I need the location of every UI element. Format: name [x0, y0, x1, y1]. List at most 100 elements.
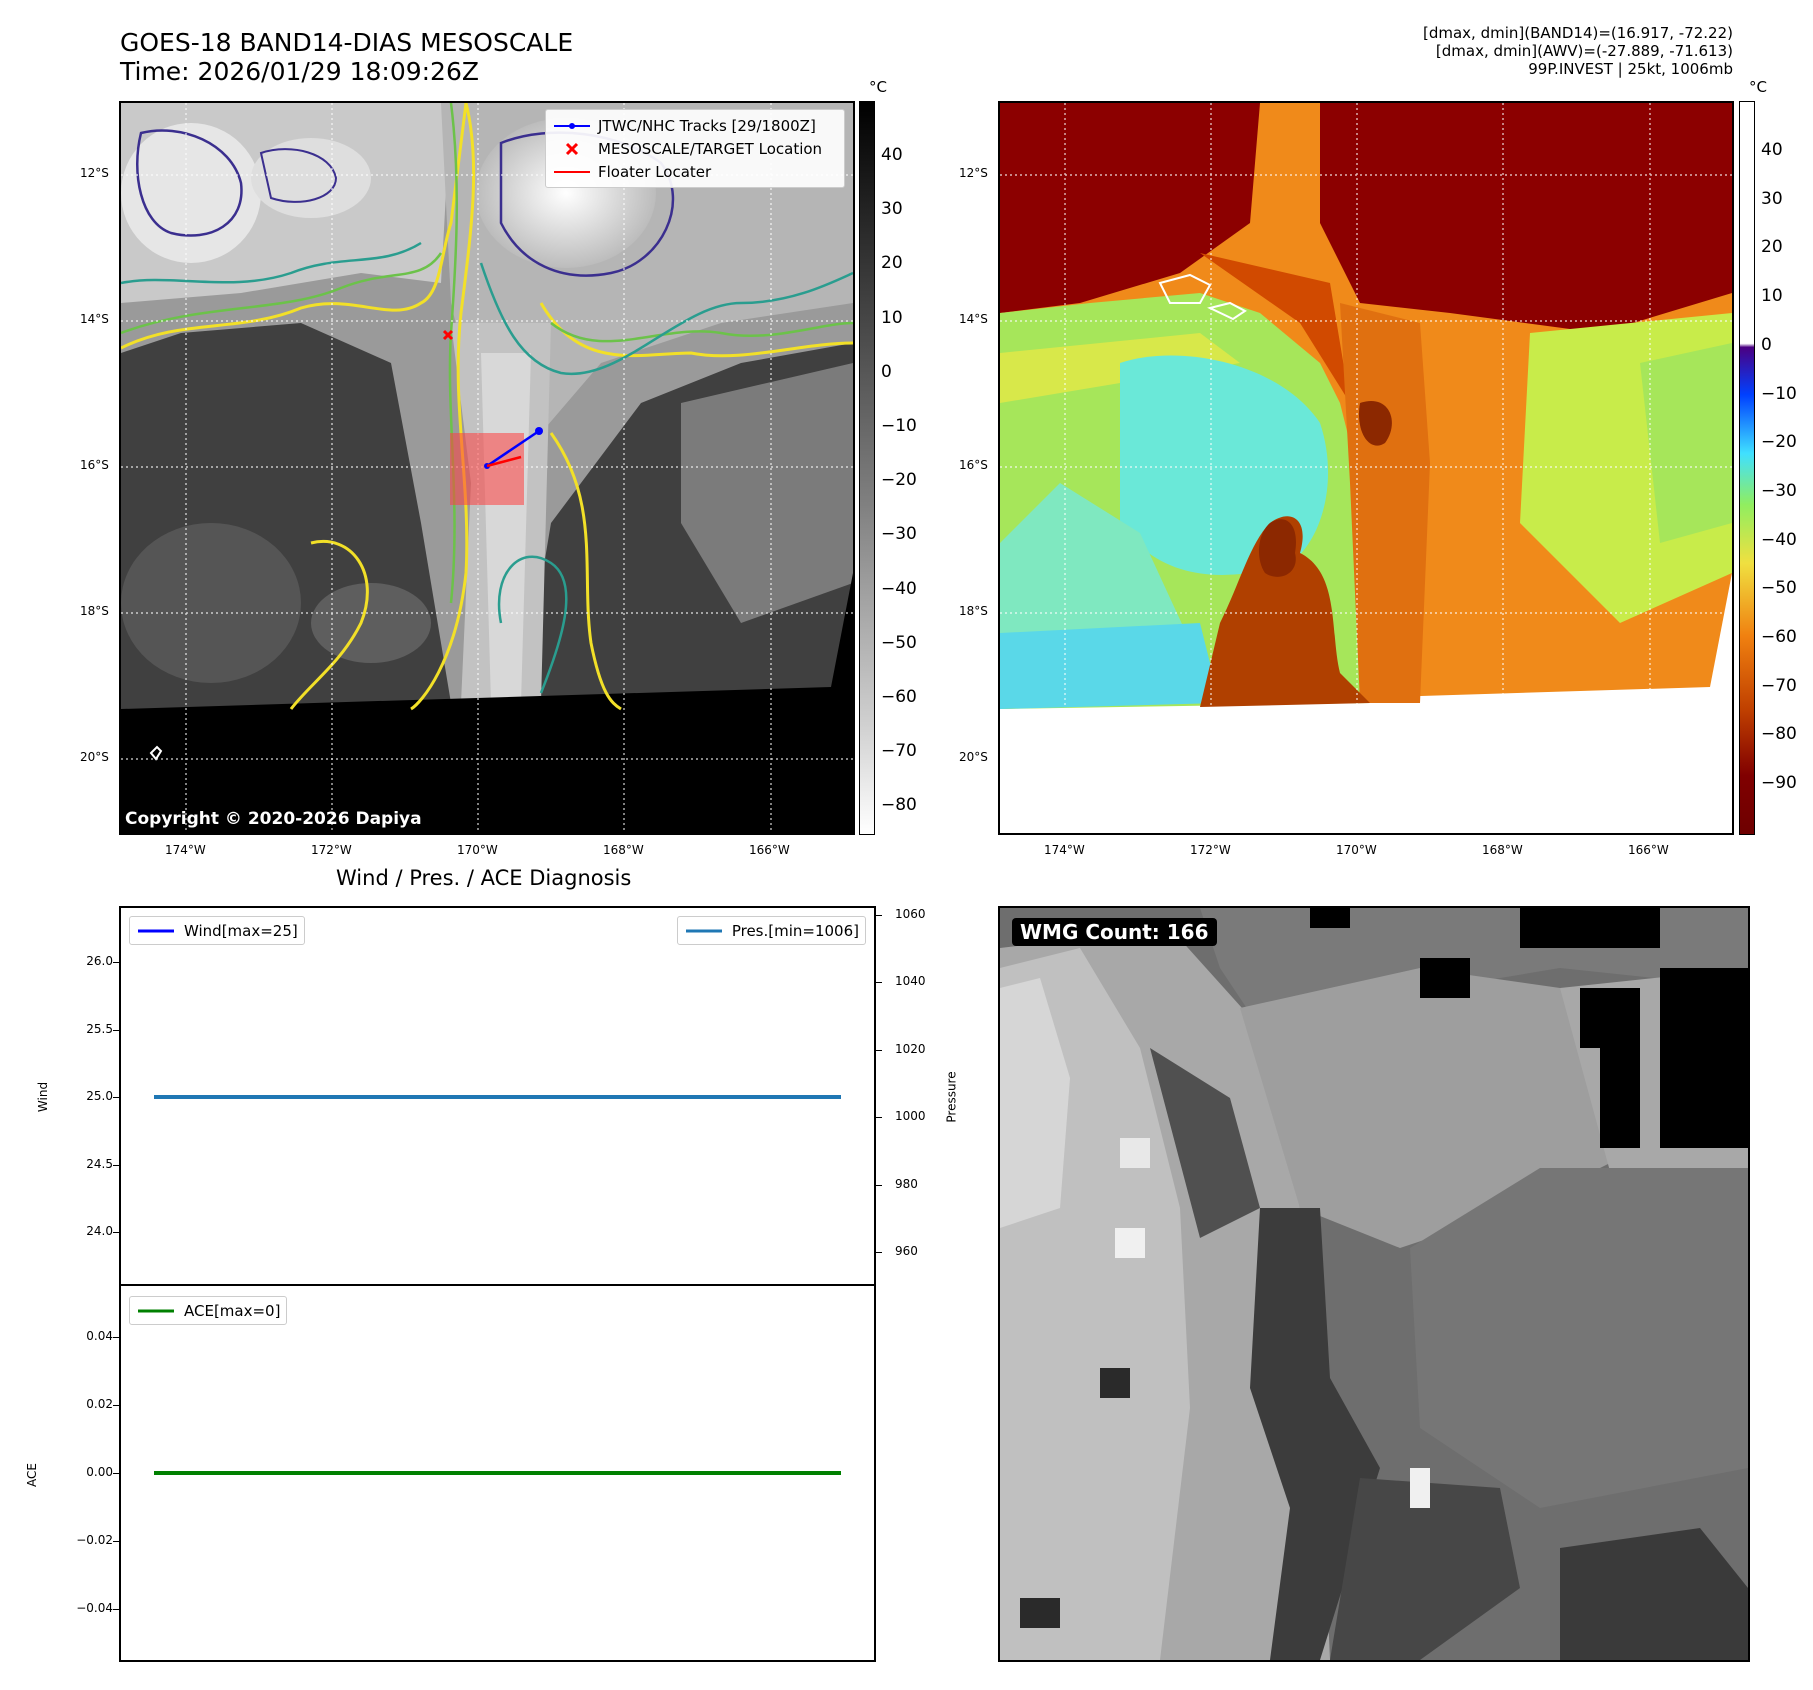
- colorbar-tick-label: −70: [881, 741, 917, 762]
- title-line-2: Time: 2026/01/29 18:09:26Z: [120, 57, 479, 86]
- legend-item-floater: Floater Locater: [552, 160, 838, 183]
- ace-legend-label: ACE[max=0]: [184, 1301, 281, 1320]
- colorbar-tick-label: −40: [881, 578, 917, 599]
- axis-tick-label: 0.00: [86, 1465, 113, 1479]
- title-line-1: GOES-18 BAND14-DIAS MESOSCALE: [120, 28, 574, 57]
- copyright-text: Copyright © 2020-2026 Dapiya: [125, 809, 422, 829]
- info-line-1: [dmax, dmin](BAND14)=(16.917, -72.22): [1422, 24, 1733, 42]
- x-marker-icon: [565, 142, 579, 155]
- colorbar-tick-label: 40: [881, 145, 903, 165]
- tick-mark: [113, 1029, 119, 1031]
- colorbar-tick-label: 20: [881, 253, 903, 274]
- axis-tick-label: 1040: [895, 974, 926, 989]
- lat-label: 18°S: [80, 604, 109, 618]
- ace-legend-line: [138, 1309, 174, 1312]
- legend-item-target: MESOSCALE/TARGET Location: [552, 137, 838, 160]
- axis-tick-label: 1000: [895, 1109, 926, 1124]
- lat-label: 12°S: [959, 166, 988, 180]
- axis-tick-label: −0.02: [76, 1533, 113, 1547]
- tick-mark: [876, 1049, 882, 1051]
- legend-floater-label: Floater Locater: [598, 162, 712, 181]
- wind-pressure-plot: [154, 1095, 841, 1099]
- tick-mark: [876, 914, 882, 916]
- colorbar-tick-label: −10: [881, 416, 917, 436]
- ace-plot: [154, 1471, 841, 1475]
- colorbar-tick-label: −40: [1761, 529, 1797, 550]
- figure-title: GOES-18 BAND14-DIAS MESOSCALE Time: 2026…: [120, 28, 573, 86]
- tick-mark: [113, 1164, 119, 1166]
- axis-tick-label: 25.0: [86, 1089, 113, 1103]
- legend-item-pressure: Pres.[min=1006]: [684, 919, 859, 942]
- lat-label: 18°S: [959, 604, 988, 618]
- axis-tick-label: 0.04: [86, 1329, 113, 1343]
- colorbar-tick-label: 30: [881, 199, 903, 220]
- wmg-count-badge: WMG Count: 166: [1012, 918, 1217, 946]
- axis-tick-label: 26.0: [86, 954, 113, 968]
- track-point: [535, 427, 543, 435]
- pressure-legend-label: Pres.[min=1006]: [731, 921, 859, 940]
- awv-map-canvas: [1000, 103, 1732, 709]
- colorbar-tick-label: −80: [1761, 724, 1797, 745]
- colorbar-tick-label: −60: [1761, 627, 1797, 647]
- colorbar-tick-label: 40: [1761, 140, 1783, 160]
- tick-mark: [876, 1117, 882, 1119]
- pressure-legend-line: [685, 929, 722, 932]
- lon-label: 172°W: [1190, 843, 1231, 857]
- lon-label: 166°W: [749, 843, 790, 857]
- legend-item-tracks: JTWC/NHC Tracks [29/1800Z]: [552, 114, 838, 137]
- dmax-dmin-info: [dmax, dmin](BAND14)=(16.917, -72.22) [d…: [1423, 24, 1733, 78]
- colorbar-tick-label: 0: [881, 361, 892, 382]
- wind-legend-label: Wind[max=25]: [184, 921, 298, 940]
- colorbar-tick-label: 10: [1761, 286, 1783, 307]
- lon-label: 168°W: [1482, 843, 1523, 857]
- info-line-2: [dmax, dmin](AWV)=(-27.889, -71.613): [1435, 42, 1733, 60]
- lat-label: 14°S: [80, 312, 109, 326]
- lon-label: 170°W: [457, 843, 498, 857]
- axis-tick-label: 25.5: [86, 1021, 113, 1036]
- lon-label: 174°W: [1044, 843, 1085, 857]
- colorbar-tick-label: −50: [1761, 578, 1797, 599]
- floater-line: [486, 455, 522, 468]
- pressure-axis-label: Pressure: [944, 1071, 959, 1123]
- lon-label: 172°W: [311, 843, 352, 857]
- lat-label: 16°S: [959, 458, 988, 472]
- axis-tick-label: −0.04: [76, 1601, 113, 1615]
- legend-item-ace: ACE[max=0]: [136, 1299, 280, 1322]
- ir-map-panel: JTWC/NHC Tracks [29/1800Z] MESOSCALE/TAR…: [119, 101, 855, 835]
- lat-label: 16°S: [80, 458, 109, 472]
- axis-tick-label: 980: [895, 1176, 918, 1191]
- axis-tick-label: 1060: [895, 906, 926, 921]
- tick-mark: [113, 1097, 119, 1098]
- tick-mark: [876, 1252, 882, 1254]
- tick-mark: [113, 962, 119, 963]
- colorbar-tick-label: −80: [881, 795, 917, 816]
- pressure-legend: Pres.[min=1006]: [676, 916, 866, 945]
- axis-tick-label: 0.02: [86, 1397, 113, 1411]
- tick-mark: [113, 1541, 119, 1542]
- colorbar-right-unit: °C: [1749, 78, 1767, 96]
- ace-panel: ACE[max=0]: [119, 1284, 876, 1662]
- colorbar-tick-label: −30: [881, 524, 917, 545]
- legend-target-label: MESOSCALE/TARGET Location: [598, 139, 823, 158]
- lat-label: 20°S: [80, 750, 109, 764]
- floater-legend-icon: [554, 170, 590, 173]
- legend-item-wind: Wind[max=25]: [136, 919, 298, 942]
- colorbar-left: [859, 101, 875, 835]
- colorbar-tick-label: 0: [1761, 334, 1772, 355]
- track-legend-icon: [554, 122, 590, 129]
- ir-map-canvas: [121, 103, 853, 833]
- colorbar-tick-label: −10: [1761, 383, 1797, 404]
- wmg-panel: WMG Count: 166: [998, 906, 1750, 1662]
- lon-label: 168°W: [603, 843, 644, 857]
- wind-legend: Wind[max=25]: [129, 916, 305, 945]
- lon-label: 170°W: [1336, 843, 1377, 857]
- colorbar-tick-label: 30: [1761, 188, 1783, 209]
- track-line: [486, 429, 540, 468]
- lon-label: 174°W: [165, 843, 206, 857]
- colorbar-tick-label: −60: [881, 687, 917, 707]
- axis-tick-label: 24.5: [86, 1156, 113, 1171]
- lat-label: 20°S: [959, 750, 988, 764]
- tick-mark: [113, 1232, 119, 1233]
- ace-axis-label: ACE: [24, 1463, 39, 1487]
- wind-legend-line: [138, 929, 174, 932]
